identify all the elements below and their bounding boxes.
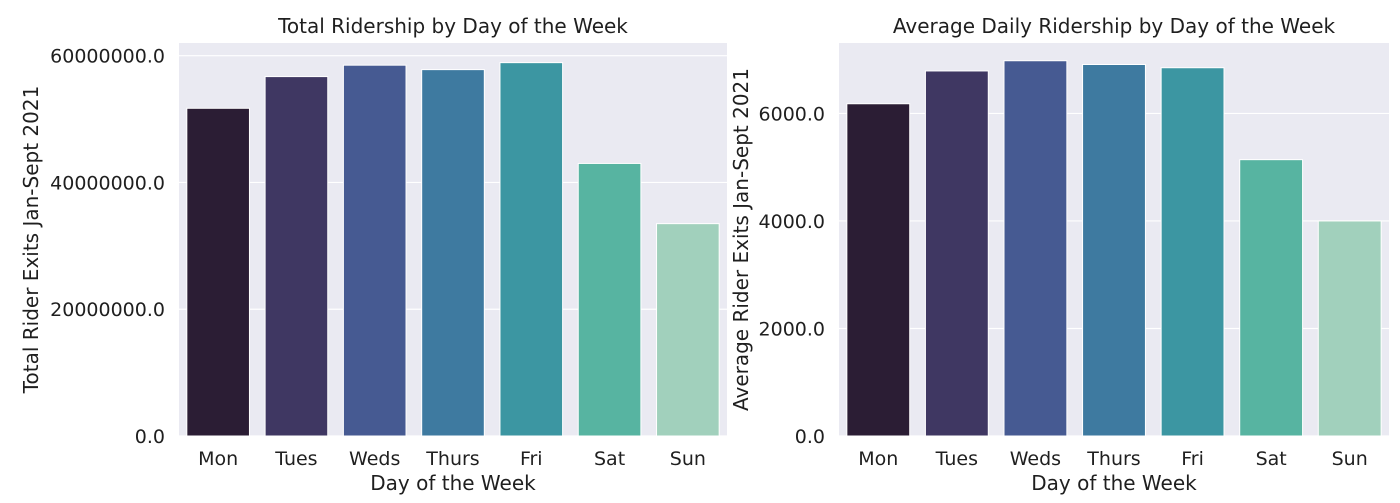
y-tick-label: 60000000.0 <box>50 46 165 68</box>
y-tick-label: 4000.0 <box>759 211 825 233</box>
y-tick-label: 2000.0 <box>759 318 825 340</box>
bar-mon <box>846 103 911 437</box>
x-tick-label: Thurs <box>1086 448 1140 470</box>
x-tick-label: Fri <box>520 448 543 470</box>
bar-fri <box>499 62 564 437</box>
bar-thurs <box>421 69 485 437</box>
x-tick-label: Sat <box>594 448 625 470</box>
bar-tues <box>924 70 989 437</box>
x-tick-label: Mon <box>198 448 238 470</box>
bar-weds <box>1003 60 1068 437</box>
bar-weds <box>342 64 407 437</box>
bar-sat <box>577 162 642 437</box>
y-axis-label: Average Rider Exits Jan-Sept 2021 <box>729 68 753 411</box>
chart-title: Total Ridership by Day of the Week <box>277 14 628 38</box>
y-tick-label: 40000000.0 <box>50 172 165 194</box>
bar-tues <box>264 76 329 437</box>
x-tick-label: Weds <box>349 448 400 470</box>
y-tick-label: 0.0 <box>795 426 825 448</box>
x-tick-label: Fri <box>1181 448 1204 470</box>
bar-fri <box>1160 67 1225 437</box>
chart-title: Average Daily Ridership by Day of the We… <box>893 14 1336 38</box>
bar-mon <box>186 107 250 437</box>
bar-thurs <box>1082 64 1146 437</box>
x-tick-label: Sat <box>1256 448 1287 470</box>
x-tick-label: Mon <box>858 448 898 470</box>
y-axis-label: Total Rider Exits Jan-Sept 2021 <box>19 86 43 395</box>
x-tick-label: Sun <box>1332 448 1368 470</box>
bar-sat <box>1239 159 1304 437</box>
y-tick-label: 20000000.0 <box>50 299 165 321</box>
x-tick-label: Weds <box>1010 448 1061 470</box>
y-tick-label: 0.0 <box>135 426 165 448</box>
bar-sun <box>656 223 720 437</box>
y-tick-label: 6000.0 <box>759 103 825 125</box>
x-tick-label: Tues <box>274 448 317 470</box>
chart-total-ridership: Mon Tues Weds Thurs Fri Sat Sun 0.0 20000000.0 40… <box>19 14 727 495</box>
x-axis-label: Day of the Week <box>370 471 536 495</box>
bar-sun <box>1317 220 1382 437</box>
chart-average-daily-ridership: Mon Tues Weds Thurs Fri Sat Sun 0.0 2000.0 4000.0… <box>729 14 1389 495</box>
x-tick-label: Tues <box>935 448 978 470</box>
x-tick-label: Sun <box>670 448 706 470</box>
x-tick-label: Thurs <box>425 448 479 470</box>
x-axis-label: Day of the Week <box>1031 471 1197 495</box>
